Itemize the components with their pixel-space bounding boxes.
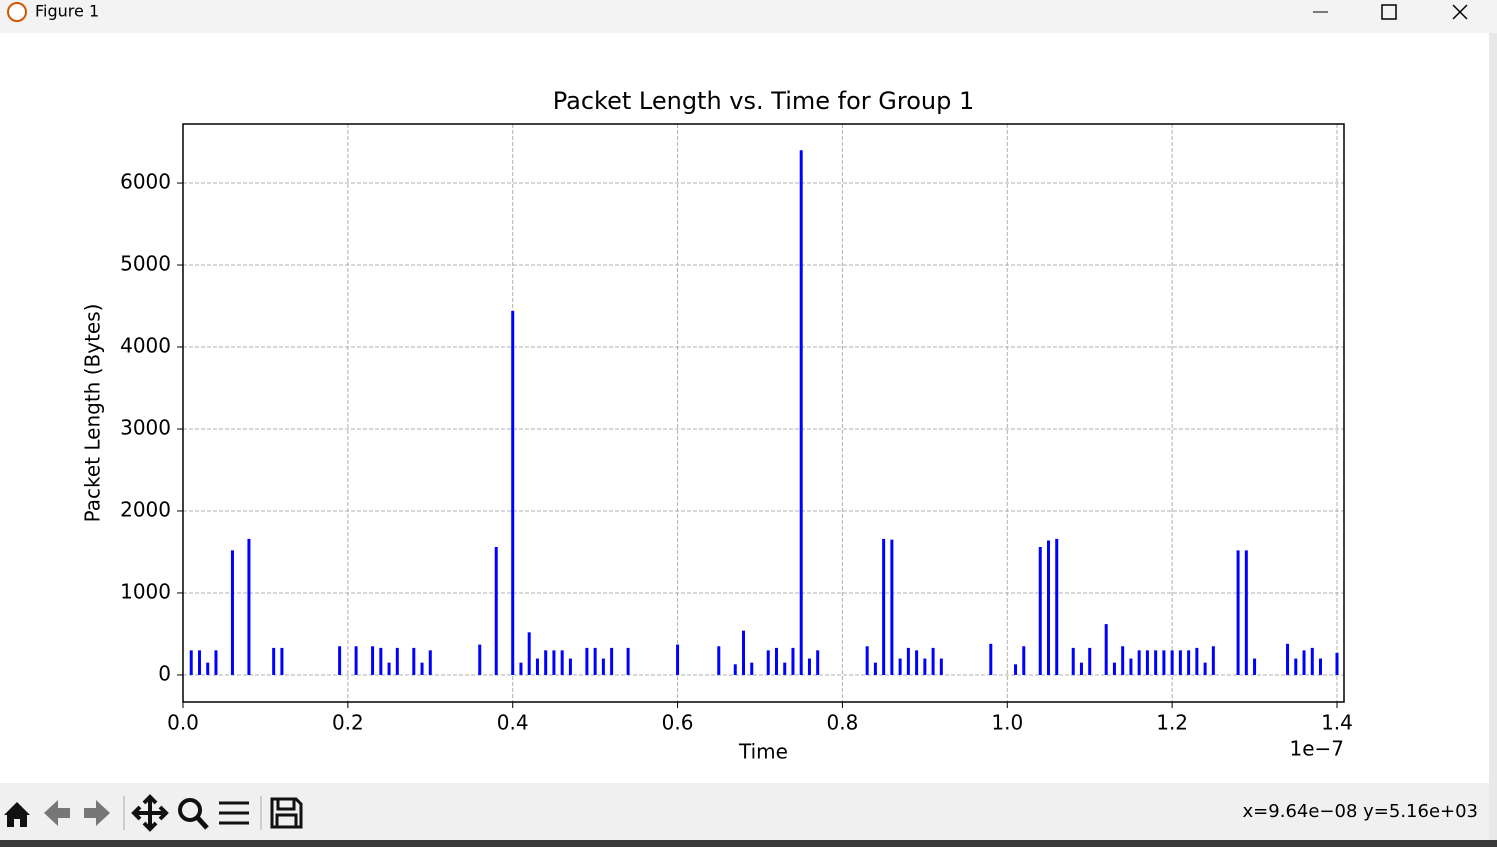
y-tick-label: 1000 <box>120 579 171 603</box>
status-text: x=9.64e−08 y=5.16e+03 <box>1243 801 1478 822</box>
y-tick-label: 5000 <box>120 252 171 276</box>
bottom-edge <box>0 840 1497 847</box>
title-bar <box>0 0 1497 33</box>
configure-button[interactable] <box>219 801 249 825</box>
x-axis-label: Time <box>738 740 788 764</box>
forward-button[interactable] <box>84 800 110 826</box>
window-edge <box>1489 33 1497 847</box>
app-icon <box>7 2 27 22</box>
y-tick-label: 2000 <box>120 497 171 521</box>
x-tick-label: 1.2 <box>1156 711 1188 735</box>
home-button[interactable] <box>4 802 30 827</box>
window-title: Figure 1 <box>35 2 99 21</box>
y-tick-label: 6000 <box>120 170 171 194</box>
save-button[interactable] <box>270 797 303 829</box>
x-tick-label: 0.8 <box>827 711 859 735</box>
x-tick-label: 1.4 <box>1321 711 1353 735</box>
x-tick-label: 1.0 <box>991 711 1023 735</box>
y-tick-label: 3000 <box>120 415 171 439</box>
x-offset-label: 1e−7 <box>1289 737 1344 761</box>
y-axis-label: Packet Length (Bytes) <box>81 304 105 523</box>
back-button[interactable] <box>44 800 70 826</box>
x-tick-label: 0.6 <box>662 711 694 735</box>
y-tick-label: 4000 <box>120 334 171 358</box>
y-tick-label: 0 <box>158 661 171 685</box>
chart-title: Packet Length vs. Time for Group 1 <box>553 87 974 115</box>
zoom-handle <box>195 815 209 830</box>
x-tick-label: 0.4 <box>497 711 529 735</box>
x-tick-label: 0.2 <box>332 711 364 735</box>
x-tick-label: 0.0 <box>167 711 199 735</box>
maximize-button[interactable] <box>1381 4 1397 20</box>
close-button[interactable] <box>1452 4 1468 20</box>
zoom-button[interactable] <box>178 798 202 822</box>
plot-frame <box>182 123 1345 703</box>
pan-button[interactable] <box>131 794 169 832</box>
